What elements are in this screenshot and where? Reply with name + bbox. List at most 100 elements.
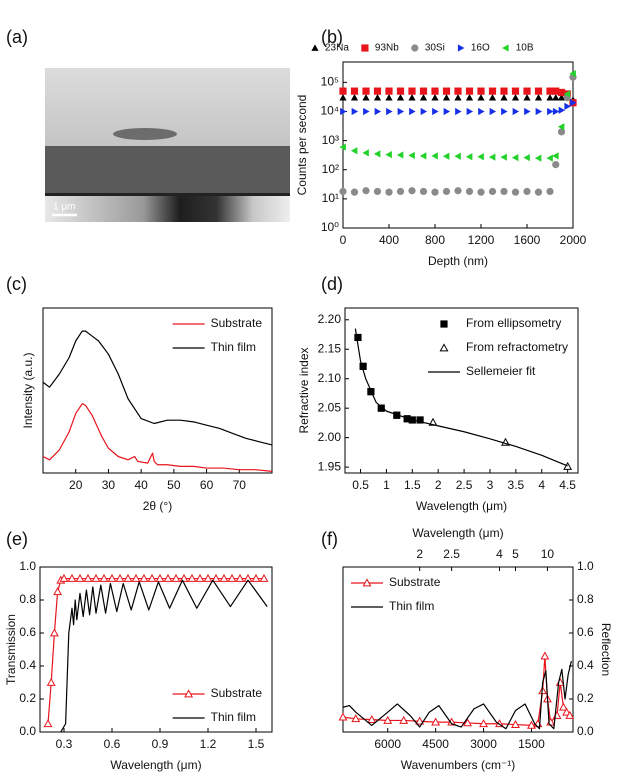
data-point [359, 362, 367, 370]
data-point [373, 150, 381, 158]
x-tick-label: 1600 [514, 233, 541, 247]
plot-frame [344, 307, 579, 474]
data-point [478, 107, 485, 116]
data-point [431, 152, 438, 160]
x-tick-label: 2000 [560, 233, 587, 247]
legend-marker [361, 44, 369, 52]
y-tick-label: 0.8 [19, 592, 36, 606]
data-point [523, 154, 530, 162]
x-tick-label: 3 [487, 478, 494, 492]
data-point [523, 187, 531, 196]
legend-label: Substrate [211, 686, 263, 700]
data-point [243, 573, 253, 582]
x2-tick-label: 2 [416, 547, 423, 561]
legend-marker [362, 578, 372, 587]
y-tick-label: 10² [322, 162, 339, 176]
data-point [227, 573, 237, 582]
x-tick-label: 70 [233, 478, 247, 492]
x2-tick-label: 4 [496, 547, 503, 561]
data-point [479, 719, 489, 728]
data-point [338, 712, 348, 721]
x-tick-label: 1500 [518, 737, 545, 751]
data-point [523, 87, 531, 95]
y-axis-label: Refractive index [297, 347, 311, 433]
data-point [563, 461, 573, 470]
data-point [251, 573, 261, 582]
data-point [385, 151, 392, 159]
data-point [570, 99, 577, 107]
data-point [454, 93, 462, 101]
legend-label: 23Na [325, 43, 349, 54]
data-point [500, 153, 507, 161]
series-line [342, 660, 572, 730]
x2-tick-label: 10 [541, 547, 555, 561]
panel-label: (d) [321, 274, 343, 294]
data-point [557, 93, 566, 101]
data-point [91, 573, 101, 582]
scale-bar-label: 1 μm [53, 202, 75, 213]
data-point [420, 107, 428, 116]
data-point [235, 573, 245, 582]
data-point [465, 87, 474, 95]
data-point [409, 107, 416, 116]
data-point [552, 107, 560, 116]
data-point [385, 93, 393, 101]
data-point [408, 187, 416, 195]
legend-label: From refractometry [466, 340, 568, 354]
series-line [42, 330, 273, 446]
series-line [354, 328, 568, 467]
legend-label: 93Nb [375, 43, 399, 54]
data-point [552, 87, 560, 95]
data-point [442, 93, 451, 101]
x-tick-label: 0.6 [104, 737, 121, 751]
data-point [488, 87, 497, 95]
data-point [454, 187, 462, 195]
data-point [385, 87, 393, 95]
data-point [397, 107, 405, 116]
x2-tick-label: 2.5 [443, 547, 460, 561]
legend-label: From ellipsometry [466, 316, 561, 330]
y-tick-label: 1.0 [577, 559, 594, 573]
x-tick-label: 0.3 [56, 737, 73, 751]
x-tick-label: 400 [379, 233, 399, 247]
legend-label: 10B [516, 43, 534, 54]
data-point [43, 719, 53, 728]
image-film-layer [45, 146, 290, 194]
data-point [354, 333, 362, 342]
panel-label: (f) [321, 529, 338, 549]
data-point [569, 69, 576, 78]
data-point [535, 107, 543, 116]
panel-label: (b) [321, 27, 343, 47]
data-point [534, 154, 542, 162]
data-point [546, 93, 554, 101]
data-point [565, 710, 575, 719]
data-point [362, 87, 370, 95]
data-point [500, 93, 508, 101]
data-point [463, 718, 473, 727]
y-tick-label: 2.20 [318, 312, 342, 326]
x-tick-label: 1200 [468, 233, 495, 247]
data-point [442, 87, 451, 95]
data-point [540, 651, 550, 660]
data-point [443, 107, 451, 116]
x-tick-label: 2 [435, 478, 442, 492]
data-point [527, 720, 536, 729]
y-tick-label: 2.00 [318, 430, 342, 444]
y-tick-label: 10⁵ [321, 75, 339, 89]
data-point [396, 87, 405, 95]
data-point [455, 107, 462, 116]
y-tick-label: 0.2 [19, 691, 36, 705]
y-tick-label: 2.10 [318, 371, 342, 385]
data-point [383, 715, 393, 724]
legend-marker [457, 44, 465, 52]
data-point [534, 188, 543, 196]
data-point [564, 102, 571, 110]
data-point [488, 187, 497, 196]
data-point [488, 93, 497, 101]
data-point [340, 107, 347, 116]
data-point [363, 107, 370, 116]
data-point [259, 573, 269, 582]
data-point [511, 154, 519, 162]
data-point [147, 573, 157, 582]
plot-frame [42, 307, 273, 474]
